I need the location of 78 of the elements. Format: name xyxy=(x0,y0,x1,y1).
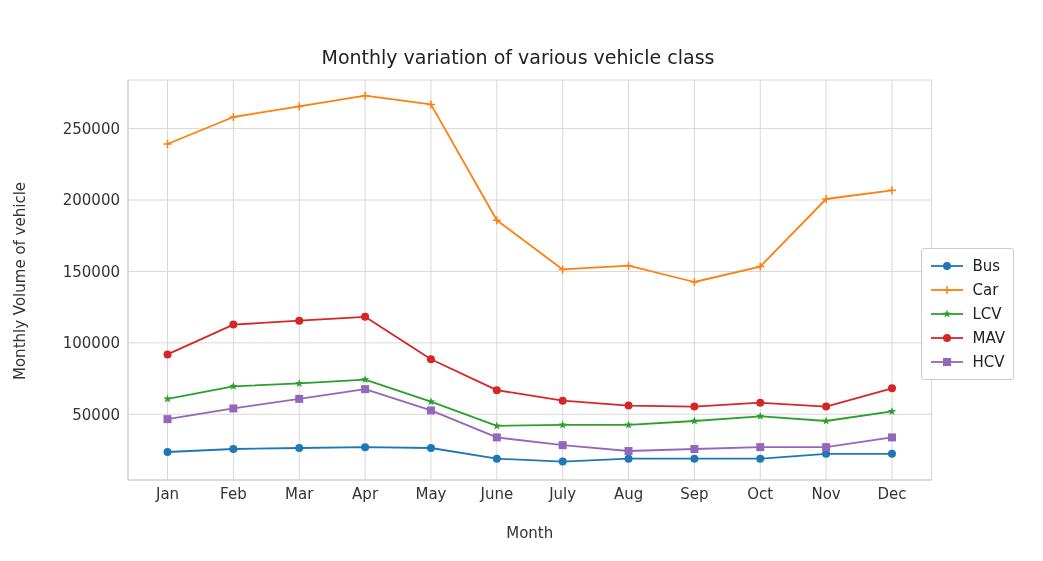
point xyxy=(690,445,699,453)
point xyxy=(624,447,633,455)
point xyxy=(360,90,370,101)
point xyxy=(229,381,238,390)
point xyxy=(295,316,304,325)
point xyxy=(558,396,567,405)
point xyxy=(295,394,304,403)
point xyxy=(558,420,567,429)
point xyxy=(887,449,896,458)
point xyxy=(887,433,896,442)
point xyxy=(492,454,501,463)
point xyxy=(822,402,831,411)
point xyxy=(624,420,633,429)
legend-label: Car xyxy=(972,281,999,299)
x-tick-label: Sep xyxy=(680,484,709,503)
x-axis-title: Month xyxy=(506,524,554,542)
y-axis-title: Monthly Volume of vehicle xyxy=(11,181,30,380)
x-tick-label: June xyxy=(479,484,514,503)
point xyxy=(690,402,699,411)
point xyxy=(163,394,172,403)
point xyxy=(426,355,435,364)
point xyxy=(756,454,765,463)
point xyxy=(756,411,765,420)
point xyxy=(426,99,436,110)
point xyxy=(624,454,633,463)
point xyxy=(294,101,304,112)
x-tick-label: Feb xyxy=(220,484,247,503)
x-tick-label: Dec xyxy=(877,484,907,503)
point xyxy=(821,194,831,204)
point xyxy=(492,386,501,395)
point xyxy=(426,444,435,452)
point xyxy=(163,415,172,424)
point xyxy=(295,379,304,387)
x-tick-label: July xyxy=(548,484,577,503)
point xyxy=(558,457,567,466)
point xyxy=(690,454,699,463)
point xyxy=(558,441,567,450)
x-tick-label: Oct xyxy=(747,484,774,503)
legend-label: HCV xyxy=(972,353,1005,371)
point xyxy=(887,185,897,196)
point xyxy=(492,433,501,442)
x-tick-label: May xyxy=(415,484,447,503)
point xyxy=(229,445,238,453)
point xyxy=(361,312,370,321)
point xyxy=(360,375,370,384)
x-tick-label: Jan xyxy=(154,484,180,503)
point xyxy=(163,350,172,359)
point xyxy=(887,407,897,415)
y-tick-label: 50000 xyxy=(72,405,120,424)
point xyxy=(492,215,502,226)
legend-label: Bus xyxy=(972,257,1001,275)
point xyxy=(624,401,633,410)
y-tick-label: 250000 xyxy=(62,119,120,138)
point xyxy=(361,443,370,452)
point xyxy=(229,404,238,413)
point xyxy=(492,421,501,430)
y-tick-label: 150000 xyxy=(62,262,120,281)
point xyxy=(689,277,700,287)
legend-label: MAV xyxy=(972,329,1005,347)
point xyxy=(162,139,173,149)
point xyxy=(228,112,239,122)
chart-title: Monthly variation of various vehicle class xyxy=(320,45,716,70)
point xyxy=(756,443,765,452)
point xyxy=(426,406,435,415)
point xyxy=(822,443,831,452)
point xyxy=(229,320,238,329)
point xyxy=(361,385,370,394)
x-tick-label: Aug xyxy=(613,484,644,503)
point xyxy=(163,448,172,456)
point xyxy=(887,384,896,393)
y-tick-label: 100000 xyxy=(62,334,120,353)
y-tick-label: 200000 xyxy=(62,191,120,210)
x-tick-label: Mar xyxy=(285,484,315,503)
point xyxy=(295,444,304,452)
x-tick-label: Nov xyxy=(811,484,841,503)
legend-label: LCV xyxy=(972,305,1002,323)
point xyxy=(756,398,765,407)
x-tick-label: Apr xyxy=(352,484,379,503)
